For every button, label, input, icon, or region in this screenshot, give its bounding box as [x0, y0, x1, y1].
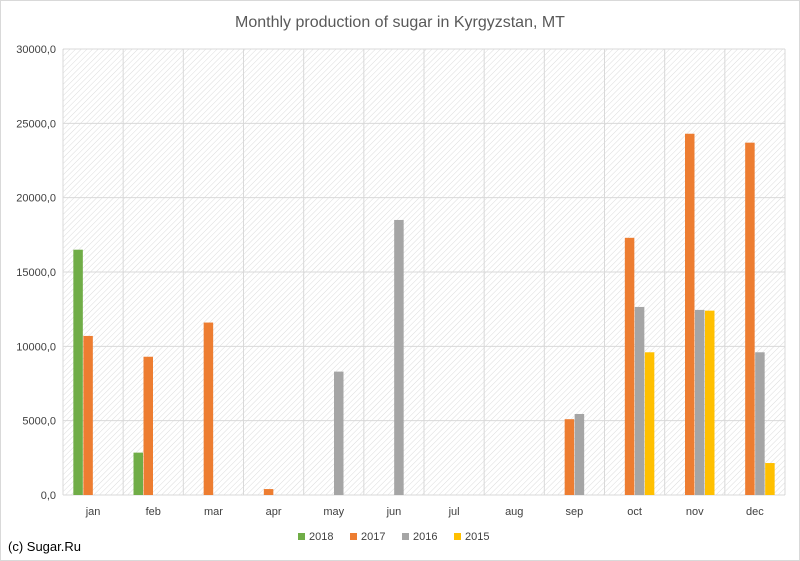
legend-label: 2018 [309, 531, 333, 543]
legend-label: 2016 [413, 531, 437, 543]
legend-label: 2017 [361, 531, 385, 543]
legend-swatch [402, 533, 409, 540]
credit-text: (c) Sugar.Ru [8, 539, 81, 554]
bar-2017-oct [624, 237, 635, 495]
y-tick-label: 20000,0 [16, 193, 56, 205]
x-tick-label: nov [686, 506, 704, 518]
x-tick-label: jun [386, 506, 402, 518]
bar-2017-apr [263, 489, 274, 495]
legend-swatch [454, 533, 461, 540]
bar-2015-oct [644, 352, 655, 495]
bar-2017-jan [83, 335, 93, 495]
x-tick-label: may [323, 506, 344, 518]
x-tick-label: aug [505, 506, 523, 518]
y-tick-label: 15000,0 [16, 267, 56, 279]
bar-2016-jun [394, 219, 404, 495]
bar-2015-dec [765, 463, 775, 495]
y-tick-label: 5000,0 [22, 416, 56, 428]
legend-label: 2015 [465, 531, 489, 543]
bar-2017-feb [143, 356, 153, 495]
bar-2017-sep [564, 419, 575, 495]
bar-2017-nov [685, 133, 695, 496]
bar-2017-mar [203, 322, 214, 495]
chart-title: Monthly production of sugar in Kyrgyzsta… [235, 14, 565, 31]
y-tick-label: 30000,0 [16, 44, 56, 56]
x-tick-label: oct [627, 506, 642, 518]
x-tick-label: dec [746, 506, 764, 518]
bar-2015-nov [705, 310, 715, 495]
bar-2016-oct [634, 306, 645, 495]
bar-2018-feb [133, 452, 143, 495]
x-tick-label: jul [448, 506, 460, 518]
bar-2016-nov [695, 309, 705, 495]
legend-swatch [350, 533, 357, 540]
x-tick-label: apr [266, 506, 282, 518]
bar-2018-jan [73, 249, 83, 495]
y-tick-label: 10000,0 [16, 341, 56, 353]
bar-2016-dec [755, 352, 765, 495]
bar-2016-may [334, 371, 344, 495]
bar-2016-sep [574, 413, 585, 495]
x-tick-label: sep [566, 506, 584, 518]
bar-2017-dec [745, 142, 755, 495]
legend-swatch [298, 533, 305, 540]
y-tick-label: 25000,0 [16, 118, 56, 130]
x-tick-label: feb [146, 506, 161, 518]
y-tick-label: 0,0 [41, 490, 56, 502]
x-tick-label: jan [85, 506, 101, 518]
x-tick-label: mar [204, 506, 223, 518]
